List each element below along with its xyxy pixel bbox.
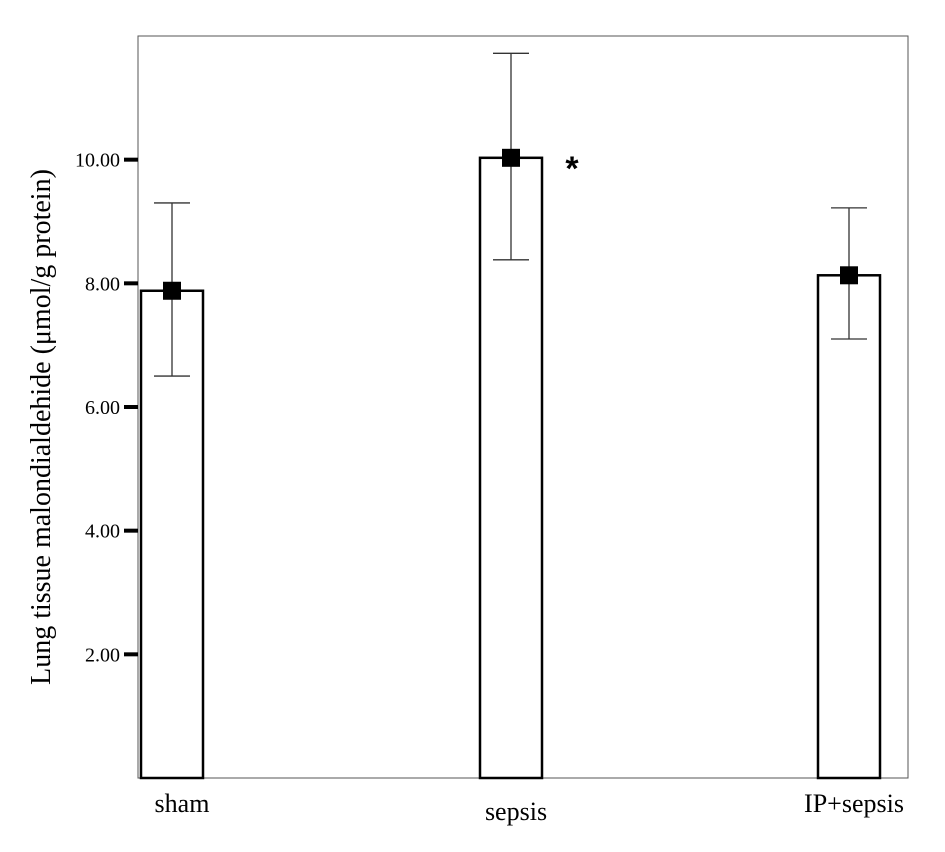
- mean-marker-sepsis: [502, 148, 520, 167]
- category-label: sepsis: [485, 797, 547, 826]
- y-tick-label: 4.00: [85, 521, 120, 543]
- category-label: IP+sepsis: [804, 789, 904, 818]
- y-tick-label: 2.00: [85, 644, 120, 666]
- mean-markers: [163, 148, 858, 300]
- bar-IP+sepsis: [816, 274, 882, 780]
- y-axis-label: Lung tissue malondialdehide (μmol/g prot…: [26, 169, 57, 685]
- category-labels: sham sepsis IP+sepsis: [155, 789, 904, 826]
- y-tick-label: 10.00: [75, 150, 120, 172]
- y-tick-label: 6.00: [85, 397, 120, 419]
- bars: [139, 156, 882, 780]
- y-axis: 2.00 4.00 6.00 8.00 10.00: [75, 150, 138, 666]
- mean-marker-sham: [163, 281, 181, 300]
- y-tick-label: 8.00: [85, 273, 120, 295]
- significance-marker: *: [565, 150, 579, 188]
- bar-sepsis: [478, 156, 544, 780]
- mean-marker-IP+sepsis: [840, 266, 858, 285]
- annotations: *: [565, 150, 579, 188]
- category-label: sham: [155, 789, 210, 818]
